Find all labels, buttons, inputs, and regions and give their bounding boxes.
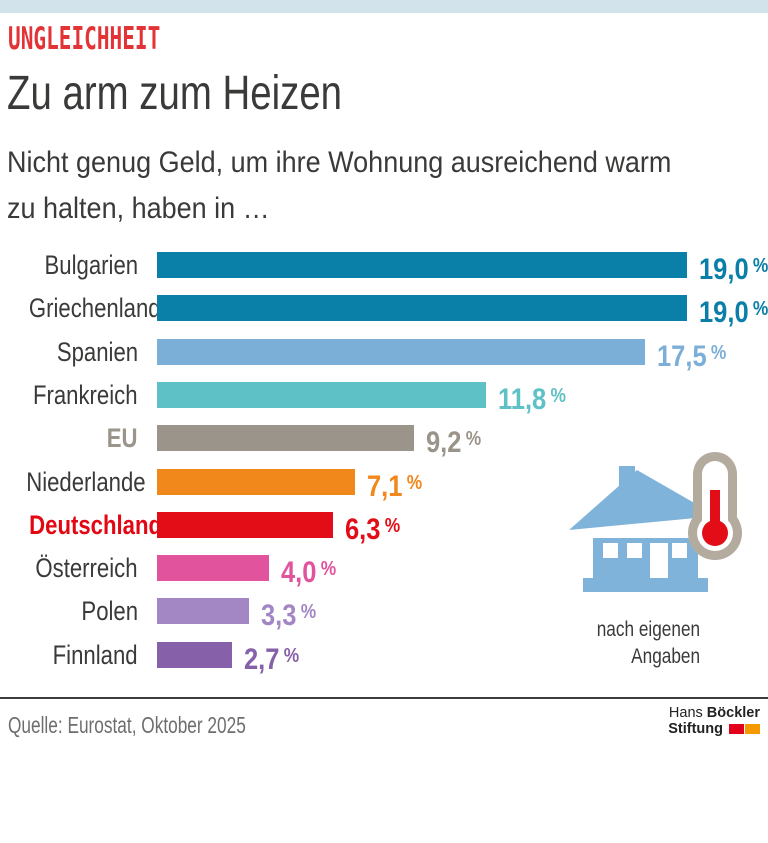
chart-row: Niederlande 7,1% [0, 467, 768, 503]
note-line-2: Angaben [631, 645, 700, 668]
bar [157, 512, 333, 538]
country-label: Niederlande [26, 467, 146, 497]
chart-row: Spanien 17,5% [0, 337, 768, 373]
chart-row: Griechenland 19,0% [0, 293, 768, 329]
house-icon [569, 466, 717, 592]
subtitle: Nicht genug Geld, um ihre Wohnung ausrei… [7, 140, 745, 232]
value-label: 9,2% [426, 426, 482, 459]
bar [157, 642, 232, 668]
note-line-1: nach eigenen [596, 618, 700, 641]
country-label: Griechenland [28, 293, 161, 323]
country-label: EU [107, 423, 138, 453]
bar [157, 295, 687, 321]
value-label: 2,7% [244, 643, 300, 676]
bar [157, 598, 249, 624]
logo-mark-red [729, 724, 744, 734]
house-thermometer-icon [569, 452, 742, 592]
value-label: 19,0% [699, 296, 768, 329]
top-accent-strip [0, 0, 768, 13]
hbs-logo: Hans Böckler Stiftung [668, 705, 760, 737]
self-reported-note: nach eigenen Angaben [440, 616, 700, 670]
country-label: Bulgarien [44, 250, 138, 280]
footer-divider [0, 697, 768, 699]
chart-row: Polen 3,3% [0, 596, 768, 632]
bar-chart: Bulgarien 19,0% Griechenland 19,0% Spanien 17… [0, 250, 768, 676]
value-label: 3,3% [261, 599, 317, 632]
value-label: 17,5% [657, 340, 727, 373]
bar [157, 555, 269, 581]
logo-mark-orange [745, 724, 760, 734]
country-label: Polen [81, 596, 138, 626]
value-label: 7,1% [367, 470, 423, 503]
chart-row: Österreich 4,0% [0, 553, 768, 589]
bar [157, 252, 687, 278]
bar [157, 339, 645, 365]
subtitle-line-1: Nicht genug Geld, um ihre Wohnung ausrei… [7, 146, 672, 179]
bar [157, 469, 355, 495]
value-label: 6,3% [345, 513, 401, 546]
value-label: 4,0% [281, 556, 337, 589]
logo-line-1: Hans Böckler [668, 705, 760, 721]
chart-row: Finnland 2,7% [0, 640, 768, 676]
country-label: Spanien [56, 337, 138, 367]
thermometer-icon [688, 452, 742, 560]
bar [157, 425, 414, 451]
country-label: Frankreich [33, 380, 138, 410]
country-label: Deutschland [29, 510, 163, 540]
kicker: UNGLEICHHEIT [8, 21, 161, 57]
country-label: Österreich [35, 553, 138, 583]
chart-row: Deutschland 6,3% [0, 510, 768, 546]
chart-row: EU 9,2% [0, 423, 768, 459]
page-title: Zu arm zum Heizen [7, 67, 343, 120]
source-note: Quelle: Eurostat, Oktober 2025 [8, 712, 246, 738]
country-label: Finnland [53, 640, 138, 670]
bar [157, 382, 486, 408]
logo-line-2: Stiftung [668, 721, 760, 737]
chart-row: Bulgarien 19,0% [0, 250, 768, 286]
subtitle-line-2: zu halten, haben in … [7, 192, 270, 225]
value-label: 11,8% [498, 383, 566, 416]
value-label: 19,0% [699, 253, 768, 286]
chart-row: Frankreich 11,8% [0, 380, 768, 416]
